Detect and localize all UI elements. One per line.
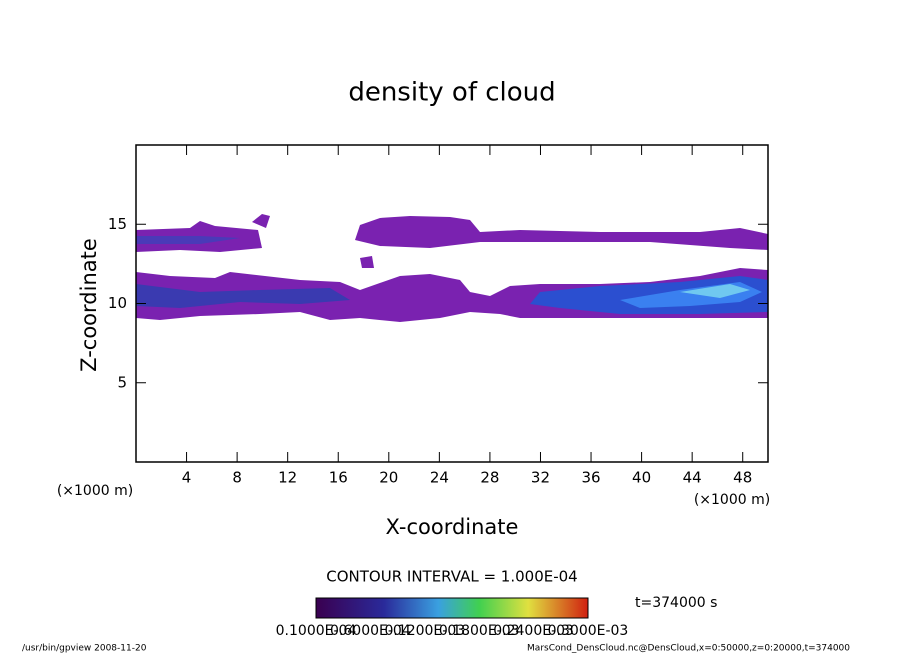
colorbar-label: 0.1800E-03 bbox=[439, 623, 520, 639]
x-tick-label: 36 bbox=[581, 469, 600, 487]
colorbar-label: 0.1000E-04 bbox=[276, 623, 357, 639]
chart-title: density of cloud bbox=[348, 78, 555, 108]
colorbar bbox=[315, 597, 589, 619]
contour-interval: CONTOUR INTERVAL = 1.000E-04 bbox=[326, 568, 577, 586]
y-tick-label: 10 bbox=[108, 294, 127, 312]
x-tick-label: 48 bbox=[733, 469, 752, 487]
x-tick-label: 44 bbox=[683, 469, 702, 487]
colorbar-label: 0.3000E-03 bbox=[548, 623, 629, 639]
footer-right: MarsCond_DensCloud.nc@DensCloud,x=0:5000… bbox=[527, 644, 850, 654]
x-tick-label: 28 bbox=[480, 469, 499, 487]
contour-field bbox=[136, 214, 768, 322]
x-tick-label: 12 bbox=[278, 469, 297, 487]
x-tick-label: 20 bbox=[379, 469, 398, 487]
x-tick-label: 24 bbox=[430, 469, 449, 487]
y-tick-label: 15 bbox=[108, 215, 127, 233]
colorbar-label: 0.6000E-04 bbox=[330, 623, 411, 639]
colorbar-labels: 0.1000E-040.6000E-040.1200E-030.1800E-03… bbox=[276, 623, 629, 639]
x-axis-label: X-coordinate bbox=[386, 515, 519, 539]
x-unit-right: (×1000 m) bbox=[694, 492, 770, 508]
colorbar-label: 0.1200E-03 bbox=[384, 623, 465, 639]
x-tick-label: 8 bbox=[232, 469, 242, 487]
x-unit-left: (×1000 m) bbox=[57, 483, 133, 499]
y-axis-label: Z-coordinate bbox=[77, 238, 101, 372]
x-tick-label: 40 bbox=[632, 469, 651, 487]
colorbar-label: 0.2400E-03 bbox=[493, 623, 574, 639]
x-tick-label: 32 bbox=[531, 469, 550, 487]
time-label: t=374000 s bbox=[635, 595, 717, 611]
x-tick-label: 16 bbox=[329, 469, 348, 487]
y-tick-label: 5 bbox=[117, 373, 127, 391]
x-tick-label: 4 bbox=[182, 469, 192, 487]
footer-left: /usr/bin/gpview 2008-11-20 bbox=[22, 644, 147, 654]
